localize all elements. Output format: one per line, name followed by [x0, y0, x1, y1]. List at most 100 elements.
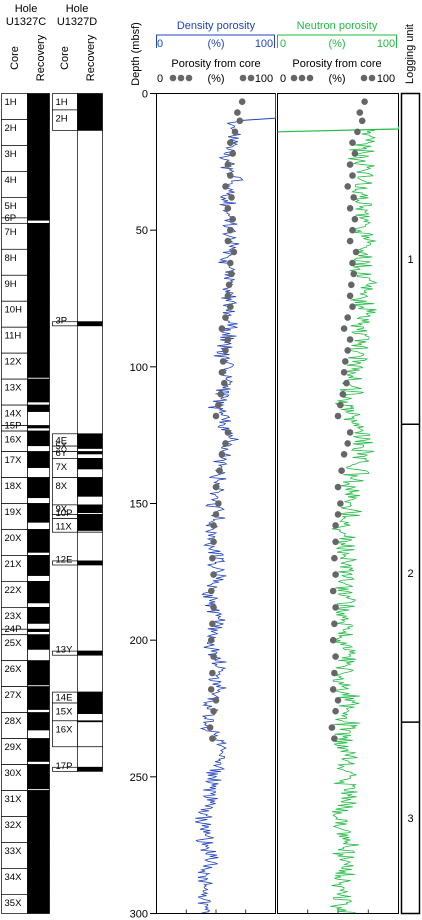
u1327d-recovered-core	[77, 458, 103, 470]
neutron-core-point	[334, 697, 342, 704]
u1327c-core-label: 14X	[5, 409, 23, 420]
hole-d-title-1: Hole	[66, 3, 89, 15]
neutron-core-point	[340, 451, 348, 458]
neutron-core-point	[343, 379, 350, 387]
u1327c-core-label: 1H	[5, 97, 17, 108]
density-core-label: Porosity from core	[171, 58, 260, 70]
u1327d-core-label: 17P	[56, 761, 73, 772]
neutron-core-marker	[298, 74, 306, 82]
neutron-core-point	[334, 412, 342, 420]
density-core-point	[212, 483, 220, 491]
density-core-point	[229, 215, 236, 223]
neutron-core-point	[346, 237, 354, 245]
u1327c-core-label: 27X	[5, 690, 23, 701]
u1327d-core-label: 13Y	[56, 645, 74, 656]
u1327c-recovered-core	[27, 529, 50, 553]
density-core-point	[209, 735, 216, 742]
neutron-core-point	[332, 571, 339, 578]
u1327c-core-box	[1, 738, 28, 765]
depth-tick-label: 150	[130, 499, 148, 511]
density-core-point	[209, 669, 216, 677]
neutron-core-point	[356, 109, 364, 116]
u1327d-core-label: 14E	[56, 693, 73, 704]
density-core-point	[227, 139, 234, 146]
u1327c-recovered-core	[27, 223, 50, 250]
u1327c-recovered-core	[27, 712, 50, 731]
neutron-core-point	[331, 554, 338, 562]
density-core-point	[222, 347, 229, 354]
u1327d-recovered-core	[77, 321, 103, 326]
u1327d-recovered-core	[77, 109, 103, 131]
u1327d-core-box	[52, 477, 78, 506]
u1327d-core-label: 12E	[56, 555, 73, 566]
density-core-point	[210, 604, 217, 611]
u1327d-core-label: 10P	[56, 508, 73, 519]
density-core-point	[217, 390, 225, 398]
u1327c-recovered-core	[27, 405, 50, 412]
u1327d-core-label: 9X	[56, 504, 68, 515]
u1327c-recovered-core	[27, 629, 50, 632]
density-core-point	[234, 109, 241, 116]
neutron-core-point	[354, 128, 361, 136]
density-core-point	[218, 369, 226, 376]
neutron-core-marker	[368, 74, 376, 82]
u1327d-recovered-core	[77, 720, 103, 723]
u1327d-recovered-core	[77, 433, 103, 447]
neutron-core-point	[338, 467, 345, 475]
u1327c-core-label: 11H	[5, 331, 22, 342]
u1327c-core-box	[1, 842, 28, 869]
u1327c-core-label: 31X	[5, 794, 23, 805]
density-core-point	[228, 194, 235, 201]
neutron-core-point	[331, 735, 338, 742]
u1327c-core-label: 25X	[5, 638, 23, 649]
u1327d-recovered-core	[77, 514, 103, 519]
u1327c-core-label: 6P	[5, 213, 17, 224]
u1327c-recovered-core	[27, 451, 50, 468]
u1327c-recovered-core	[27, 197, 50, 218]
neutron-core-point	[329, 636, 337, 644]
logging-unit-label: Logging unit	[404, 24, 416, 84]
neutron-title: Neutron porosity	[297, 20, 378, 32]
u1327d-core-label: 16X	[56, 724, 74, 735]
u1327d-recovered-core	[77, 93, 103, 110]
u1327d-recovery-box	[77, 325, 103, 435]
density-log-curve	[195, 120, 244, 914]
u1327d-recovered-core	[77, 651, 103, 656]
density-core-point	[210, 538, 217, 546]
density-core-point	[227, 172, 234, 179]
u1327c-core-label: 16X	[5, 435, 23, 446]
u1327d-core-label: 11X	[56, 522, 73, 533]
density-core-point	[225, 281, 233, 289]
u1327c-recovered-core	[27, 816, 50, 843]
u1327c-core-box	[1, 145, 28, 172]
density-core-point	[222, 183, 229, 190]
u1327d-recovered-core	[77, 703, 103, 714]
u1327c-recovered-core	[27, 275, 50, 302]
u1327d-recovered-core	[77, 504, 103, 514]
u1327c-recovered-core	[27, 634, 50, 650]
hole-c-recovery-header: Recovery	[35, 34, 47, 81]
u1327c-recovered-core	[27, 353, 50, 378]
u1327c-core-box	[1, 300, 28, 328]
u1327c-core-box	[1, 712, 28, 739]
density-core-point	[224, 161, 232, 168]
density-core-point	[215, 401, 222, 409]
u1327c-recovered-core	[27, 842, 50, 869]
u1327d-core-label: 5X	[56, 441, 68, 452]
density-core-point	[207, 636, 215, 644]
logging-unit-label: 3	[407, 813, 413, 825]
u1327c-core-box	[1, 529, 28, 556]
u1327c-core-label: 8H	[5, 253, 17, 264]
neutron-core-point	[337, 401, 344, 409]
neutron-core-point	[351, 215, 359, 223]
depth-tick-label: 50	[136, 225, 148, 237]
hole-c-title-1: Hole	[15, 3, 38, 15]
neutron-core-point	[349, 259, 356, 267]
u1327c-core-box	[1, 660, 28, 687]
depth-tick-label: 100	[130, 362, 148, 374]
u1327c-recovered-core	[27, 327, 50, 354]
u1327c-core-box	[1, 503, 28, 530]
depth-tick-label: 250	[130, 772, 148, 784]
u1327c-core-label: 32X	[5, 820, 23, 831]
